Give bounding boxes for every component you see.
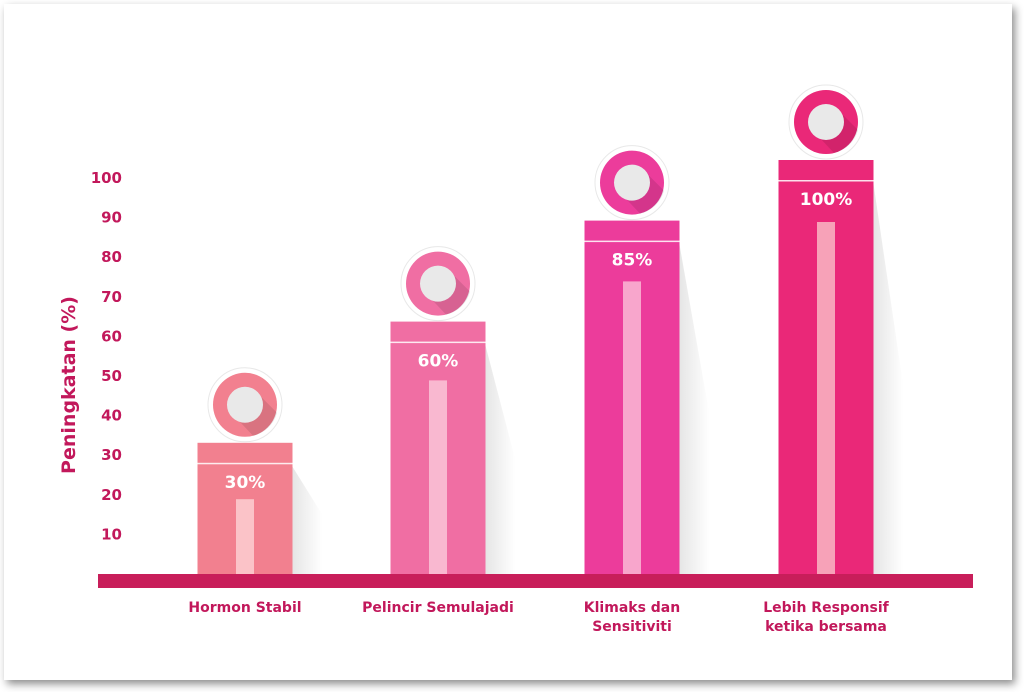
category-label: Lebih Responsif [763, 600, 889, 616]
bar-top-line [197, 462, 293, 465]
y-tick-label: 70 [101, 288, 122, 306]
y-tick-label: 90 [101, 209, 122, 227]
circle-badge-icon [207, 367, 283, 443]
category-label: ketika bersama [765, 619, 887, 635]
y-tick-label: 80 [101, 248, 122, 266]
bar-inner-stripe [817, 222, 835, 574]
y-tick-label: 50 [101, 367, 122, 385]
bar-value-label: 85% [612, 251, 653, 271]
bar-top-line [390, 341, 486, 344]
y-tick-label: 40 [101, 407, 122, 425]
bar-inner-stripe [429, 380, 447, 574]
chart-frame: 30% 60% 85% 100% 10 20 30 40 50 60 70 80 90 100 Horm… [4, 4, 1012, 680]
category-label: Klimaks dan [584, 600, 680, 616]
bar-shadow [679, 244, 710, 574]
category-label: Hormon Stabil [188, 600, 301, 616]
bar-value-label: 60% [418, 352, 459, 372]
bar-inner-stripe [623, 281, 641, 574]
category-labels: Hormon Stabil Pelincir Semulajadi Klimaks … [188, 600, 889, 635]
bar-shadow [485, 345, 516, 574]
bar-value-label: 100% [800, 190, 853, 210]
bars: 30% 60% 85% 100% [197, 84, 874, 574]
bar-top-line [584, 240, 680, 243]
y-tick-label: 20 [101, 486, 122, 504]
bar-shadow [873, 184, 904, 574]
bar-inner-stripe [236, 499, 254, 574]
bar-shadows [292, 184, 904, 574]
circle-badge-icon [788, 84, 864, 160]
bar-chart: 30% 60% 85% 100% 10 20 30 40 50 60 70 80 90 100 Horm… [58, 84, 973, 635]
y-ticks: 10 20 30 40 50 60 70 80 90 100 [91, 169, 122, 543]
category-label: Pelincir Semulajadi [362, 600, 514, 616]
category-label: Sensitiviti [592, 619, 672, 635]
x-axis-baseline [98, 574, 973, 588]
circle-badge-icon [400, 246, 476, 322]
y-tick-label: 60 [101, 327, 122, 345]
bar-shadow [292, 466, 323, 574]
y-tick-label: 100 [91, 169, 122, 187]
y-tick-label: 30 [101, 446, 122, 464]
bar-value-label: 30% [225, 473, 266, 493]
y-axis-title: Peningkatan (%) [58, 296, 80, 474]
y-tick-label: 10 [101, 525, 122, 543]
bar-top-line [778, 180, 874, 182]
circle-badge-icon [594, 145, 670, 221]
